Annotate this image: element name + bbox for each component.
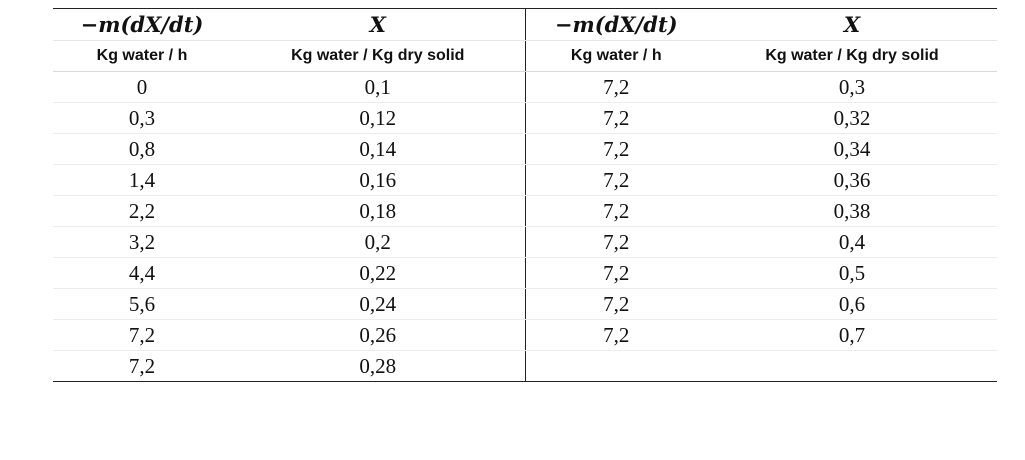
- cell-right-moisture: 0,32: [707, 102, 997, 134]
- cell-left-rate: 5,6: [53, 288, 231, 320]
- cell-left-moisture: 0,26: [231, 319, 525, 351]
- header-left-drying-rate: −m(dX/dt): [53, 8, 231, 41]
- header-left-moisture-content: X: [231, 8, 525, 41]
- cell-right-moisture: 0,4: [707, 226, 997, 258]
- cell-right-moisture: [707, 350, 997, 382]
- cell-right-moisture: 0,36: [707, 164, 997, 196]
- cell-left-rate: 2,2: [53, 195, 231, 227]
- cell-left-moisture: 0,22: [231, 257, 525, 289]
- unit-right-moisture-content: Kg water / Kg dry solid: [707, 40, 997, 72]
- cell-left-rate: 0,3: [53, 102, 231, 134]
- cell-left-rate: 1,4: [53, 164, 231, 196]
- unit-left-drying-rate: Kg water / h: [53, 40, 231, 72]
- cell-right-rate: 7,2: [524, 71, 707, 103]
- cell-left-rate: 0,8: [53, 133, 231, 165]
- table-row: 0,8 0,14 7,2 0,34: [53, 133, 997, 165]
- table-row: 3,2 0,2 7,2 0,4: [53, 226, 997, 258]
- table-row: 2,2 0,18 7,2 0,38: [53, 195, 997, 227]
- table-row: 7,2 0,28: [53, 350, 997, 382]
- cell-right-rate: 7,2: [524, 319, 707, 351]
- unit-left-moisture-content: Kg water / Kg dry solid: [231, 40, 525, 72]
- table-row: 7,2 0,26 7,2 0,7: [53, 319, 997, 351]
- table-row: 1,4 0,16 7,2 0,36: [53, 164, 997, 196]
- cell-left-rate: 7,2: [53, 319, 231, 351]
- cell-right-moisture: 0,34: [707, 133, 997, 165]
- cell-right-rate: 7,2: [524, 133, 707, 165]
- cell-left-moisture: 0,1: [231, 71, 525, 103]
- cell-left-moisture: 0,14: [231, 133, 525, 165]
- table-row: 4,4 0,22 7,2 0,5: [53, 257, 997, 289]
- cell-right-rate: 7,2: [524, 102, 707, 134]
- cell-right-moisture: 0,5: [707, 257, 997, 289]
- header-row-variables: −m(dX/dt) X −m(dX/dt) X: [53, 8, 997, 41]
- table-body: 0 0,1 7,2 0,3 0,3 0,12 7,2 0,32 0,8 0,14…: [53, 71, 997, 382]
- cell-right-rate: 7,2: [524, 257, 707, 289]
- table-row: 0,3 0,12 7,2 0,32: [53, 102, 997, 134]
- table-header: −m(dX/dt) X −m(dX/dt) X Kg water / h Kg …: [53, 8, 997, 72]
- cell-left-moisture: 0,28: [231, 350, 525, 382]
- cell-right-moisture: 0,38: [707, 195, 997, 227]
- cell-right-rate: 7,2: [524, 288, 707, 320]
- cell-left-moisture: 0,16: [231, 164, 525, 196]
- cell-left-moisture: 0,2: [231, 226, 525, 258]
- header-row-units: Kg water / h Kg water / Kg dry solid Kg …: [53, 40, 997, 72]
- table-row: 5,6 0,24 7,2 0,6: [53, 288, 997, 320]
- cell-left-rate: 4,4: [53, 257, 231, 289]
- cell-right-rate: 7,2: [524, 164, 707, 196]
- cell-right-rate: 7,2: [524, 226, 707, 258]
- cell-left-rate: 7,2: [53, 350, 231, 382]
- cell-right-rate: 7,2: [524, 195, 707, 227]
- unit-right-drying-rate: Kg water / h: [524, 40, 707, 72]
- drying-rate-table-container: −m(dX/dt) X −m(dX/dt) X Kg water / h Kg …: [53, 8, 997, 382]
- cell-left-moisture: 0,24: [231, 288, 525, 320]
- cell-right-moisture: 0,6: [707, 288, 997, 320]
- header-right-moisture-content: X: [707, 8, 997, 41]
- cell-right-moisture: 0,3: [707, 71, 997, 103]
- cell-right-moisture: 0,7: [707, 319, 997, 351]
- cell-right-rate: [524, 350, 707, 382]
- cell-left-moisture: 0,12: [231, 102, 525, 134]
- table-row: 0 0,1 7,2 0,3: [53, 71, 997, 103]
- drying-rate-table: −m(dX/dt) X −m(dX/dt) X Kg water / h Kg …: [53, 8, 997, 382]
- header-right-drying-rate: −m(dX/dt): [524, 8, 707, 41]
- cell-left-rate: 0: [53, 71, 231, 103]
- cell-left-rate: 3,2: [53, 226, 231, 258]
- cell-left-moisture: 0,18: [231, 195, 525, 227]
